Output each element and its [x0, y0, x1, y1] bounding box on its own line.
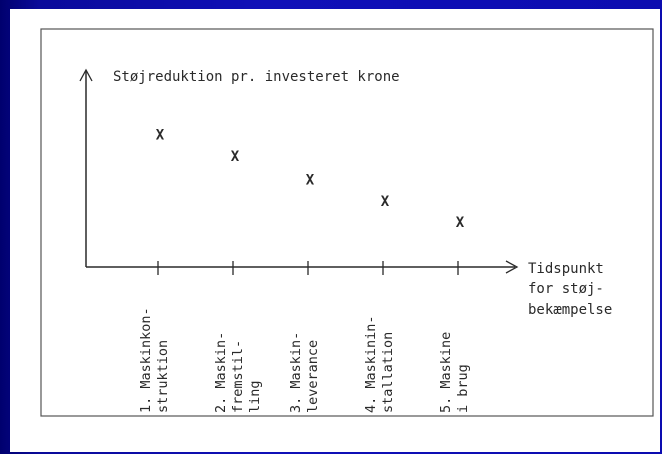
category-label-5-line-1: 5. Maskine	[438, 332, 454, 413]
category-label-2-line-1: 2. Maskin-	[213, 332, 229, 413]
chart: Støjreduktion pr. investeret krone Tidsp…	[40, 28, 654, 417]
y-axis-arrowhead	[79, 68, 93, 82]
category-label-3-line-1: 3. Maskin-	[288, 332, 304, 413]
x-axis-arrowhead	[505, 260, 519, 274]
slide: Støjreduktion pr. investeret krone Tidsp…	[10, 9, 660, 452]
data-point-3: X	[306, 173, 315, 189]
x-axis-label-line-3: bekæmpelse	[528, 302, 612, 318]
category-label-5-line-2: i brug	[455, 364, 471, 413]
category-label-1-line-2: struktion	[155, 340, 171, 413]
category-label-3-line-2: leverance	[305, 340, 321, 413]
category-label-2-line-2: fremstil-	[230, 340, 246, 413]
chart-marks: X 1. Maskinkon-struktion X 2. Maskin-fremst…	[138, 128, 471, 413]
y-axis-label: Støjreduktion pr. investeret krone	[113, 69, 400, 85]
category-label-2-line-3: ling	[247, 380, 263, 413]
data-point-4: X	[381, 194, 390, 210]
data-point-1: X	[156, 128, 165, 144]
data-point-2: X	[231, 149, 240, 165]
category-label-1-line-1: 1. Maskinkon-	[138, 307, 154, 413]
category-label-4-line-1: 4. Maskinin-	[363, 315, 379, 413]
chart-frame	[40, 28, 654, 417]
x-axis-label-line-1: Tidspunkt	[528, 261, 604, 277]
x-axis-label-line-2: for støj-	[528, 281, 604, 297]
category-label-4-line-2: stallation	[380, 332, 396, 413]
data-point-5: X	[456, 215, 465, 231]
